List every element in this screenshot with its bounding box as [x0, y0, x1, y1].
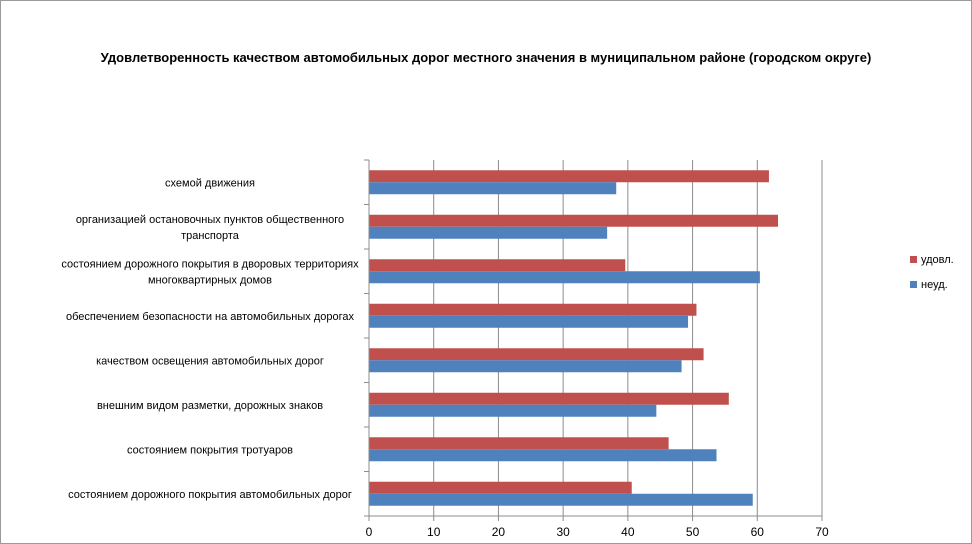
bar-unsatisfied-1 — [369, 182, 617, 195]
legend-swatch-unsatisfied — [910, 281, 917, 288]
x-tick-label-40: 40 — [621, 525, 635, 539]
bar-unsatisfied-5 — [369, 360, 682, 373]
bar-unsatisfied-4 — [369, 315, 689, 328]
bar-satisfied-2 — [369, 214, 778, 227]
x-tick-label-10: 10 — [427, 525, 441, 539]
bar-satisfied-4 — [369, 303, 697, 316]
category-label-line: многоквартирных домов — [148, 274, 272, 286]
legend-label-unsatisfied: неуд. — [921, 279, 948, 291]
category-label-line: транспорта — [181, 230, 240, 242]
x-tick-label-60: 60 — [751, 525, 765, 539]
category-label-3: состоянием дорожного покрытия в дворовых… — [61, 258, 359, 286]
category-label-2: организацией остановочных пунктов общест… — [76, 214, 344, 242]
legend-label-satisfied: удовл. — [921, 254, 954, 266]
category-label-line: организацией остановочных пунктов общест… — [76, 214, 344, 226]
category-label-line: внешним видом разметки, дорожных знаков — [97, 400, 323, 412]
category-label-line: качеством освещения автомобильных дорог — [96, 355, 324, 367]
x-tick-label-30: 30 — [556, 525, 570, 539]
bar-satisfied-8 — [369, 481, 632, 494]
category-label-line: схемой движения — [165, 177, 255, 189]
bar-satisfied-1 — [369, 170, 769, 183]
category-label-8: состоянием дорожного покрытия автомобиль… — [68, 489, 352, 501]
bar-satisfied-6 — [369, 392, 729, 405]
category-label-line: обеспечением безопасности на автомобильн… — [66, 311, 354, 323]
category-label-7: состоянием покрытия тротуаров — [127, 444, 293, 456]
category-label-5: качеством освещения автомобильных дорог — [96, 355, 324, 367]
bar-satisfied-3 — [369, 259, 626, 272]
x-tick-label-0: 0 — [366, 525, 373, 539]
x-tick-label-20: 20 — [492, 525, 506, 539]
chart-title: Удовлетворенность качеством автомобильны… — [100, 50, 872, 65]
bar-unsatisfied-7 — [369, 449, 717, 462]
bar-unsatisfied-8 — [369, 493, 753, 506]
category-label-line: состоянием дорожного покрытия в дворовых… — [61, 258, 359, 270]
category-label-line: состоянием покрытия тротуаров — [127, 444, 293, 456]
x-tick-label-50: 50 — [686, 525, 700, 539]
category-label-6: внешним видом разметки, дорожных знаков — [97, 400, 323, 412]
bar-satisfied-5 — [369, 348, 704, 361]
category-label-4: обеспечением безопасности на автомобильн… — [66, 311, 354, 323]
bar-unsatisfied-3 — [369, 271, 760, 284]
category-label-1: схемой движения — [165, 177, 255, 189]
category-label-line: состоянием дорожного покрытия автомобиль… — [68, 489, 352, 501]
bar-satisfied-7 — [369, 437, 669, 450]
x-tick-label-70: 70 — [815, 525, 829, 539]
legend-swatch-satisfied — [910, 256, 917, 263]
bar-unsatisfied-2 — [369, 226, 608, 239]
bar-unsatisfied-6 — [369, 404, 657, 417]
